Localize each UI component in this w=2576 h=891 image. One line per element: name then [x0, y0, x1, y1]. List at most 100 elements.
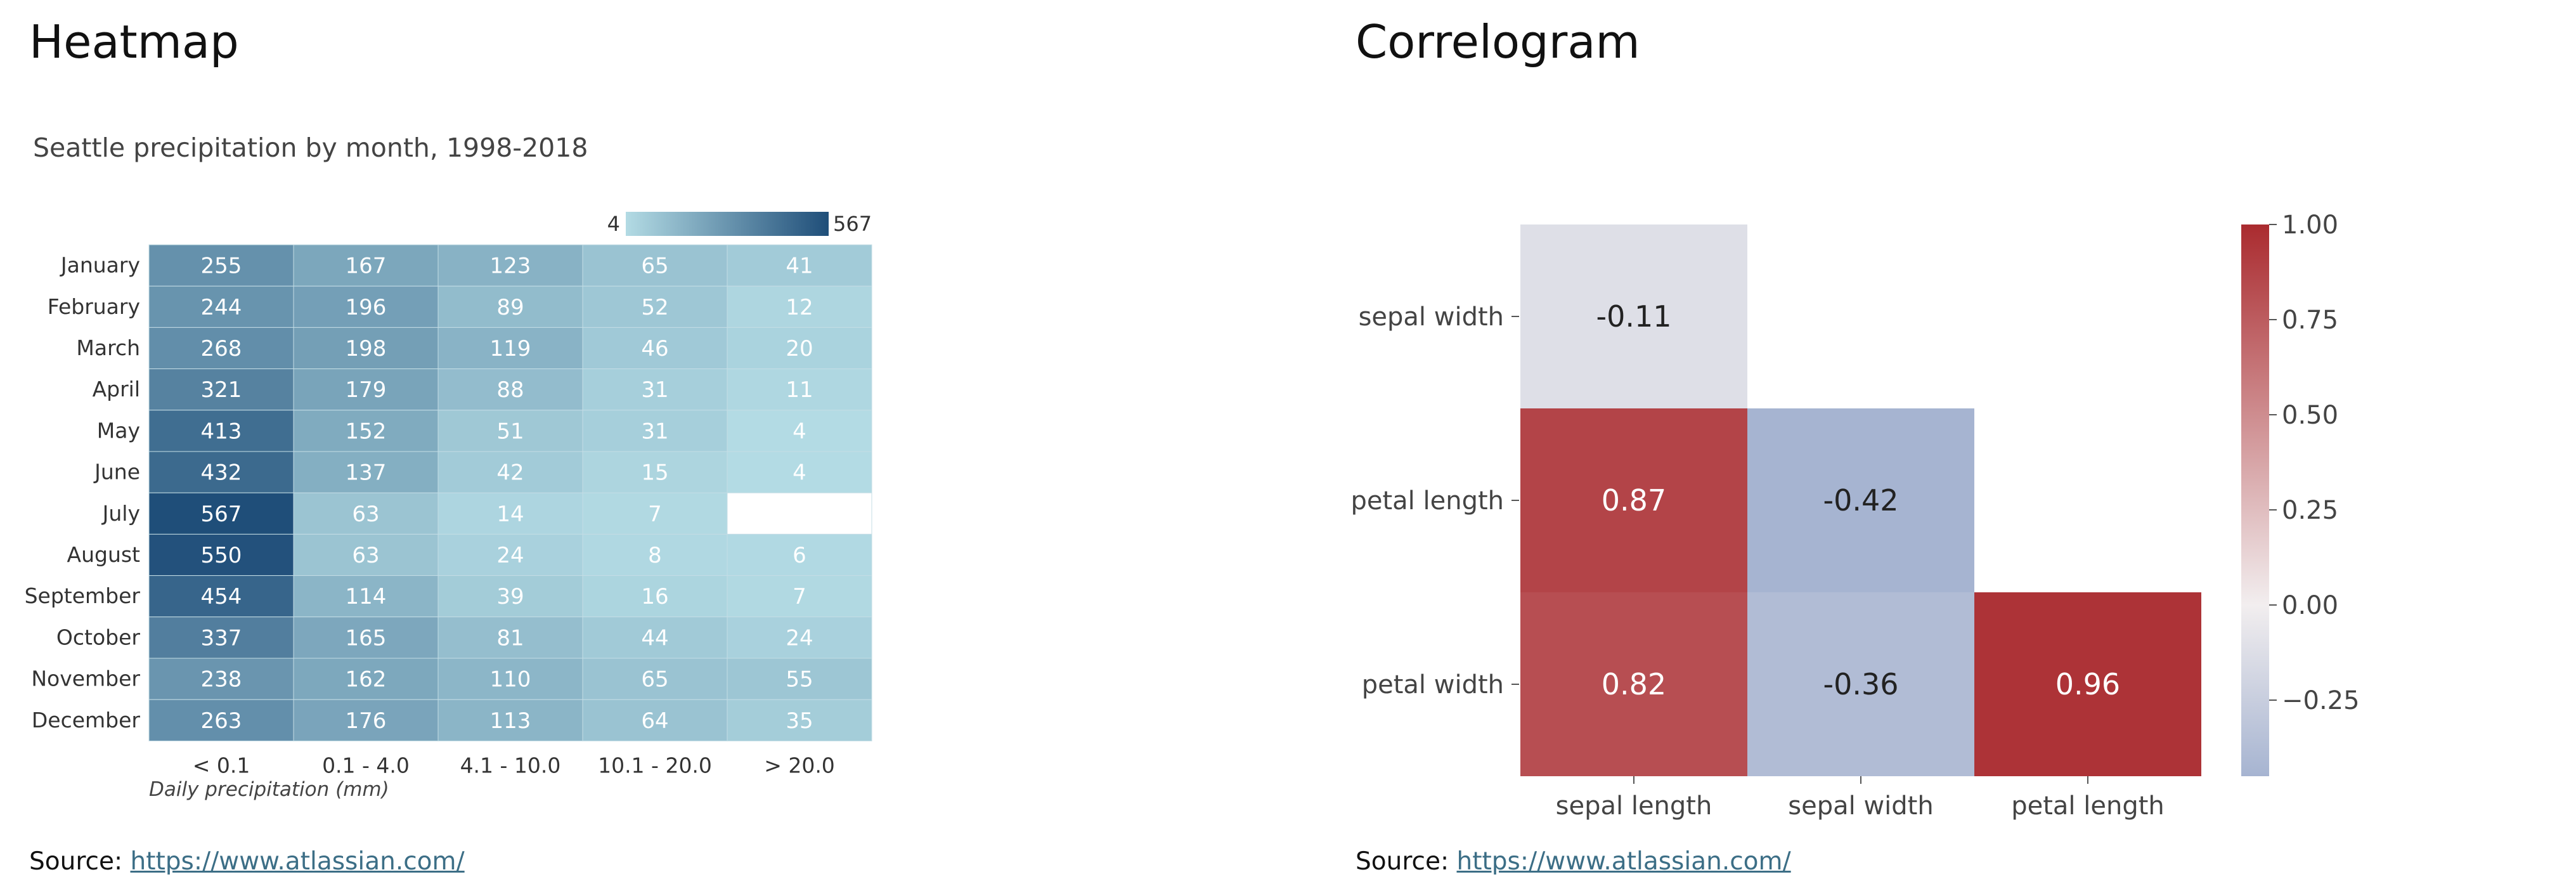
heatmap-cell-value: 321: [201, 377, 242, 403]
heatmap-source-link[interactable]: https://www.atlassian.com/: [130, 847, 465, 876]
heatmap-cell: [727, 451, 872, 493]
heatmap-chart: Seattle precipitation by month, 1998-201…: [25, 133, 872, 801]
heatmap-cell-value: 51: [496, 419, 524, 444]
heatmap-section-title: Heatmap: [29, 15, 239, 68]
heatmap-cell-value: 4: [793, 419, 806, 444]
heatmap-cell: [148, 699, 294, 741]
heatmap-cell: [437, 368, 583, 411]
heatmap-cell: [727, 658, 872, 700]
heatmap-cell: [727, 616, 872, 659]
heatmap-cell-value: 179: [346, 377, 387, 403]
correlogram-cell: [1520, 592, 1747, 776]
correlogram-colorbar-tick-label: 0.50: [2282, 401, 2338, 430]
heatmap-cell-value: 46: [641, 336, 668, 361]
heatmap-cell-value: 65: [641, 254, 668, 279]
heatmap-cell-value: 255: [201, 254, 242, 279]
correlogram-column-label: sepal width: [1788, 791, 1933, 821]
correlogram-source-link[interactable]: https://www.atlassian.com/: [1456, 847, 1791, 876]
heatmap-cell: [437, 244, 583, 287]
heatmap-cell-value: 152: [346, 419, 387, 444]
heatmap-cell: [437, 327, 583, 370]
heatmap-cell-value: 31: [641, 377, 668, 403]
heatmap-cell: [293, 533, 439, 576]
correlogram-cell: [1974, 592, 2201, 776]
correlogram-row-label: petal length: [1350, 486, 1504, 516]
heatmap-cell: [148, 368, 294, 411]
heatmap-cell: [437, 285, 583, 328]
heatmap-column-label: < 0.1: [193, 753, 250, 777]
heatmap-cell: [582, 658, 728, 700]
heatmap-column-label: > 20.0: [764, 753, 835, 777]
heatmap-cell-value: 24: [496, 543, 524, 568]
heatmap-cell-value: 63: [352, 502, 379, 527]
correlogram-cell-value: -0.11: [1596, 299, 1671, 334]
heatmap-cell: [727, 533, 872, 576]
heatmap-cell-value: 167: [346, 254, 387, 279]
correlogram-colorbar-tick-label: 0.00: [2282, 591, 2338, 620]
correlogram-colorbar-tick-label: 0.75: [2282, 306, 2338, 335]
heatmap-cell-value: 268: [201, 336, 242, 361]
heatmap-cell-value: 4: [793, 460, 806, 486]
heatmap-cell-value: 52: [641, 295, 668, 320]
correlogram-cell: [1747, 408, 1974, 592]
heatmap-cell-value: 12: [786, 295, 813, 320]
heatmap-row-label: October: [56, 625, 140, 649]
heatmap-source: Source: https://www.atlassian.com/: [29, 847, 465, 876]
heatmap-cell-value: 550: [201, 543, 242, 568]
heatmap-cell-value: 119: [490, 336, 531, 361]
heatmap-cell-value: 454: [201, 584, 242, 609]
heatmap-row-label: September: [25, 583, 141, 608]
heatmap-cell: [148, 244, 294, 287]
correlogram-colorbar-tick-label: 1.00: [2282, 211, 2338, 240]
correlogram-section-title: Correlogram: [1356, 15, 1640, 68]
heatmap-cell: [148, 285, 294, 328]
heatmap-cell: [727, 575, 872, 618]
heatmap-cell: [293, 368, 439, 411]
heatmap-cell-value: 14: [496, 502, 524, 527]
heatmap-cell: [148, 492, 294, 535]
heatmap-cell: [582, 451, 728, 493]
correlogram-column-label: petal length: [2011, 791, 2165, 821]
correlogram-cell: [1747, 592, 1974, 776]
heatmap-cell-value: 64: [641, 708, 668, 734]
heatmap-cell-value: 81: [496, 625, 524, 651]
correlogram-cell-value: -0.42: [1823, 483, 1898, 517]
heatmap-column-label: 0.1 - 4.0: [322, 753, 410, 777]
heatmap-cell-value: 11: [786, 377, 813, 403]
heatmap-cell-value: 413: [201, 419, 242, 444]
correlogram-column-label: sepal length: [1556, 791, 1712, 821]
heatmap-cell-value: 35: [786, 708, 813, 734]
correlogram-cell: [1520, 408, 1747, 592]
heatmap-row-label: April: [93, 377, 140, 401]
heatmap-cell: [727, 699, 872, 741]
heatmap-cell-value: 337: [201, 625, 242, 651]
heatmap-cell-value: 196: [346, 295, 387, 320]
heatmap-cell: [293, 658, 439, 700]
heatmap-cell-value: 24: [786, 625, 813, 651]
heatmap-cell: [582, 533, 728, 576]
heatmap-cell: [727, 285, 872, 328]
correlogram-cell: [1520, 224, 1747, 408]
correlogram-colorbar-tick-label: 0.25: [2282, 496, 2338, 525]
heatmap-cell-value: 7: [793, 584, 806, 609]
heatmap-row-label: May: [97, 418, 140, 443]
heatmap-row-label: January: [60, 253, 140, 278]
heatmap-cell-value: 165: [346, 625, 387, 651]
heatmap-cell: [727, 410, 872, 452]
heatmap-cell-value: 16: [641, 584, 668, 609]
heatmap-subtitle: Seattle precipitation by month, 1998-201…: [33, 133, 588, 163]
heatmap-cell: [293, 699, 439, 741]
correlogram-source-label: Source:: [1356, 847, 1457, 876]
heatmap-cell: [293, 616, 439, 659]
heatmap-cell: [727, 492, 872, 535]
heatmap-row-label: November: [31, 667, 140, 691]
heatmap-source-label: Source:: [29, 847, 131, 876]
heatmap-cell-value: 162: [346, 667, 387, 693]
heatmap-row-label: December: [32, 708, 141, 732]
heatmap-cell: [437, 533, 583, 576]
heatmap-cell-value: 6: [793, 543, 806, 568]
heatmap-color-legend: 4 567: [607, 212, 872, 236]
heatmap-cell: [148, 575, 294, 618]
heatmap-cell-value: 31: [641, 419, 668, 444]
heatmap-row-label: August: [67, 542, 141, 567]
